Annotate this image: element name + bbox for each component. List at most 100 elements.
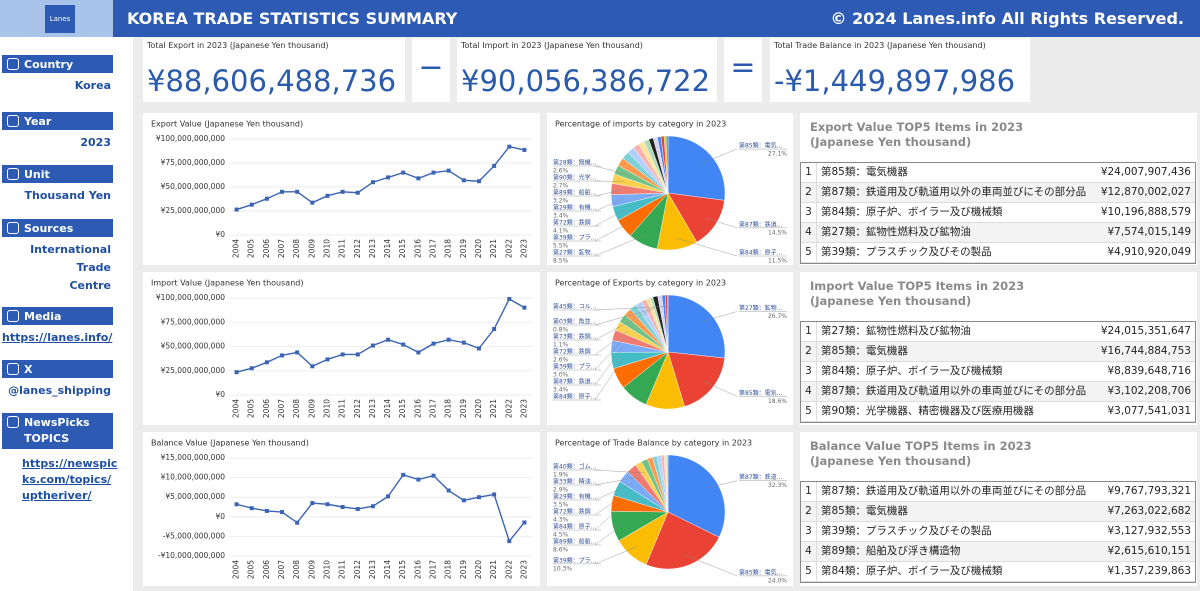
x-tick-label: 2015 — [398, 399, 407, 418]
table-subtitle: (Japanese Yen thousand) — [810, 135, 972, 149]
slice-value-label: 8.5% — [553, 258, 569, 265]
rank-cell: 3 — [801, 203, 817, 222]
sidebar-label-bar: Unit — [2, 165, 113, 183]
table: 1 第87類：鉄道用及び軌道用以外の車両並びにその部分品 ¥9,767,793,32… — [800, 481, 1196, 583]
point — [386, 175, 391, 180]
slice-label: 第84類：原子... — [553, 523, 596, 531]
chart-title: Percentage of imports by category in 202… — [555, 120, 726, 129]
sidebar-link[interactable]: https://lanes.info/ — [2, 331, 113, 344]
slice-label: 第39類：プラ... — [553, 556, 596, 564]
rank-cell: 3 — [801, 522, 817, 541]
table-row: 4 第27類：鉱物性燃料及び鉱物油 ¥7,574,015,149 — [801, 223, 1195, 243]
pie-slice — [667, 135, 726, 201]
table-row: 5 第39類：プラスチック及びその製品 ¥4,910,920,049 — [801, 243, 1195, 263]
slice-label: 第72類：鉄鋼 — [553, 508, 591, 516]
slice-label: 第87類：鉄道... — [553, 378, 596, 386]
x-tick-label: 2016 — [413, 239, 422, 258]
x-tick-label: 2005 — [247, 399, 256, 418]
x-tick-label: 2020 — [474, 239, 483, 258]
point — [431, 473, 436, 478]
x-tick-label: 2021 — [489, 239, 498, 258]
x-tick-label: 2009 — [307, 560, 316, 579]
point — [264, 508, 269, 513]
sidebar-value: @lanes_shipping — [8, 384, 111, 397]
sidebar-icon — [7, 222, 19, 234]
leader-line — [703, 380, 738, 397]
table-row: 1 第87類：鉄道用及び軌道用以外の車両並びにその部分品 ¥9,767,793,32… — [801, 482, 1195, 502]
line — [236, 474, 525, 543]
slice-value-label: 8.6% — [553, 547, 569, 554]
x-tick-label: 2007 — [277, 239, 286, 258]
sidebar-label: Media — [24, 310, 62, 323]
x-tick-label: 2009 — [307, 239, 316, 258]
slice-label: 第87類：鉄道... — [739, 473, 782, 481]
x-tick-label: 2022 — [504, 399, 513, 418]
slice-label: 第89類：船舶... — [553, 189, 596, 197]
point — [431, 341, 436, 346]
point — [522, 520, 527, 525]
table-row: 5 第84類：原子炉、ボイラー及び機械類 ¥1,357,239,863 — [801, 562, 1195, 582]
chart: Percentage of imports by category in 202… — [547, 113, 793, 265]
slice-value-label: 27.1% — [768, 151, 787, 158]
point — [476, 495, 481, 500]
rank-cell: 2 — [801, 342, 817, 361]
sidebar-label-bar: Country — [2, 55, 113, 73]
sidebar-label: Year — [24, 115, 52, 128]
point — [340, 352, 345, 357]
x-tick-label: 2015 — [398, 239, 407, 258]
point — [264, 360, 269, 365]
table-card: Import Value TOP5 Items in 2023 (Japanese… — [800, 272, 1197, 425]
point — [234, 502, 239, 507]
leader-line — [594, 189, 623, 197]
slice-value-label: 11.5% — [768, 258, 787, 265]
sidebar-label-bar: Sources — [2, 219, 113, 237]
rank-cell: 1 — [801, 322, 817, 341]
logo: Lanes — [45, 5, 75, 33]
point — [310, 364, 315, 369]
point — [249, 366, 254, 371]
slice-label: 第84類：原子... — [553, 393, 596, 401]
y-tick-label: ¥0 — [215, 512, 225, 521]
leader-line — [594, 358, 624, 401]
item-cell: 第27類：鉱物性燃料及び鉱物油 — [821, 325, 971, 337]
x-tick-label: 2019 — [459, 560, 468, 579]
x-tick-label: 2018 — [444, 560, 453, 579]
kpi-card: Total Export in 2023 (Japanese Yen thous… — [143, 38, 405, 102]
slice-value-label: 10.3% — [553, 565, 572, 572]
x-tick-label: 2017 — [429, 239, 438, 258]
item-cell: 第90類：光学機器、精密機器及び医療用機器 — [821, 405, 1034, 417]
rank-cell: 5 — [801, 562, 817, 581]
point — [234, 207, 239, 212]
leader-line — [594, 483, 633, 501]
value-cell: ¥3,102,208,706 — [1107, 385, 1192, 397]
kpi-value: ¥90,056,386,722 — [461, 64, 711, 98]
point — [280, 353, 285, 358]
slice-value-label: 26.7% — [768, 313, 787, 320]
table-row: 1 第27類：鉱物性燃料及び鉱物油 ¥24,015,351,647 — [801, 322, 1195, 342]
x-tick-label: 2016 — [413, 560, 422, 579]
sidebar-icon — [7, 363, 19, 375]
leader-line — [594, 199, 623, 212]
value-cell: ¥7,263,022,682 — [1107, 505, 1192, 517]
slice-label: 第85類：電気... — [739, 389, 782, 397]
leader-line — [706, 480, 738, 489]
table-subtitle: (Japanese Yen thousand) — [810, 294, 972, 308]
y-tick-label: ¥25,000,000,000 — [161, 206, 226, 215]
point — [295, 520, 300, 525]
slice-label: 第39類：プラ... — [553, 234, 596, 242]
value-cell: ¥3,077,541,031 — [1107, 405, 1192, 417]
point — [310, 200, 315, 205]
pie-slice — [666, 454, 669, 513]
x-tick-label: 2012 — [353, 560, 362, 579]
leader-line — [594, 330, 628, 356]
table-row: 4 第87類：鉄道用及び軌道用以外の車両並びにその部分品 ¥3,102,208,70… — [801, 382, 1195, 402]
value-cell: ¥24,015,351,647 — [1100, 325, 1191, 337]
slice-value-label: 1.9% — [553, 472, 569, 479]
y-tick-label: ¥0 — [215, 390, 225, 399]
slice-label: 第03類：魚並... — [553, 318, 596, 326]
item-cell: 第84類：原子炉、ボイラー及び機械類 — [821, 206, 1003, 218]
item-cell: 第84類：原子炉、ボイラー及び機械類 — [821, 565, 1003, 577]
x-tick-label: 2008 — [292, 560, 301, 579]
sidebar-link[interactable]: https://newspicks.com/topics/uptheriver/ — [22, 457, 118, 502]
item-cell: 第85類：電気機器 — [821, 345, 908, 357]
